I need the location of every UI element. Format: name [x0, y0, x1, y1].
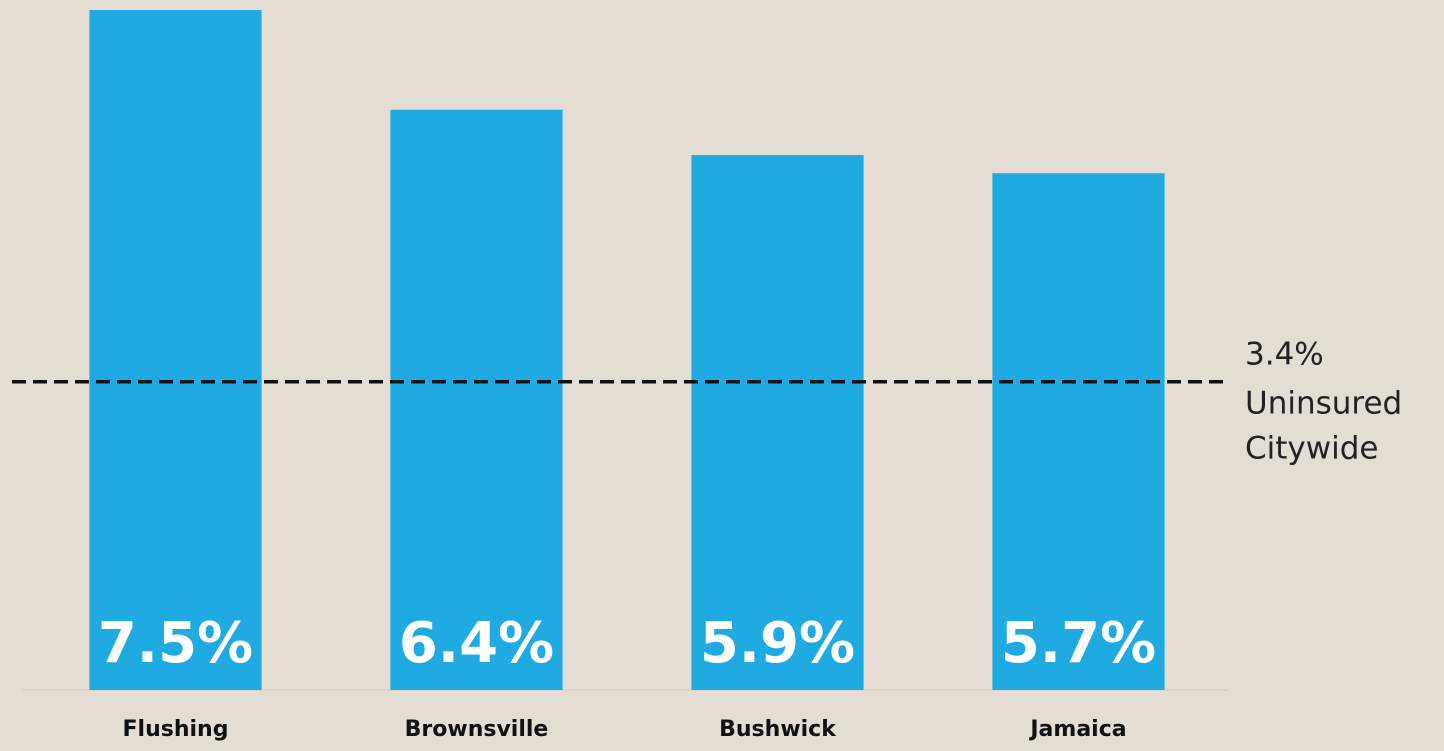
bar	[691, 155, 864, 691]
reference-value-label: 3.4%	[1245, 337, 1324, 373]
bar	[992, 173, 1165, 690]
x-tick-label: Jamaica	[1028, 717, 1126, 742]
value-label: 5.7%	[1001, 611, 1156, 676]
bar	[89, 10, 262, 690]
reference-label: Citywide	[1245, 431, 1378, 467]
value-label: 6.4%	[399, 611, 554, 676]
value-label: 7.5%	[98, 611, 253, 676]
x-tick-label: Bushwick	[719, 717, 837, 742]
value-label: 5.9%	[700, 611, 855, 676]
x-tick-label: Flushing	[123, 717, 229, 742]
x-tick-label: Brownsville	[405, 717, 549, 742]
bar	[390, 109, 563, 690]
reference-label: Uninsured	[1245, 386, 1402, 422]
